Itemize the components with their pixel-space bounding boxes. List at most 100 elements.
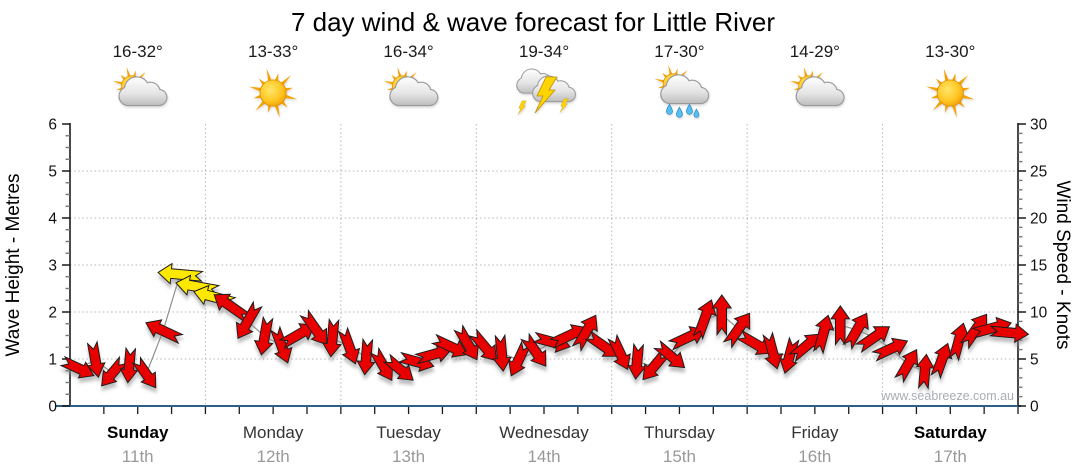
sun-icon [248,68,298,118]
left-tick-label: 2 [48,305,57,322]
sun-ray [274,104,280,118]
wind-arrow [948,322,970,362]
wind-arrow [101,355,129,387]
weather-icons [112,64,975,118]
wind-arrow [607,333,631,371]
raindrop-icon [666,103,673,115]
wind-arrow [356,337,376,376]
wind-arrow [520,332,547,367]
weather-icon [383,66,439,107]
sun-ray [255,100,267,111]
wind-arrow [722,312,751,349]
left-tick-label: 1 [48,352,57,369]
wind-arrow [157,262,204,285]
wind-arrow [854,326,891,354]
wind-arrow [692,299,717,341]
sun-ray [654,78,665,84]
wind-arrow-series [59,262,1030,390]
sun-ray [284,94,298,100]
sun-ray [803,66,808,78]
wind-arrow [235,300,263,340]
right-tick-label: 5 [1030,352,1039,369]
weather-icon [112,66,168,107]
day-name: Wednesday [499,423,589,442]
day-date: 14th [527,447,560,466]
left-tick-label: 4 [48,211,57,228]
wind-arrow [642,348,671,381]
day-temp-range: 13-33° [248,42,298,61]
weather-icon [789,66,845,107]
day-date: 16th [798,447,831,466]
day-temp-range: 19-34° [519,42,569,61]
wind-arrow [779,336,800,375]
sun-ray [957,75,969,86]
lightning-icon [534,76,558,114]
sun-icon [925,68,975,118]
day-name: Tuesday [376,423,441,442]
right-tick-label: 20 [1030,211,1048,228]
sun-cloud-icon [383,66,439,107]
weather-icon [516,68,576,115]
day-date: 12th [257,447,290,466]
weather-icon [925,68,975,118]
weather-icon [654,64,710,118]
wind-arrow [830,305,851,347]
day-name: Friday [791,423,839,442]
right-axis-title: Wind Speed - Knots [1052,181,1073,350]
left-tick-label: 3 [48,258,57,275]
day-temp-range: 16-34° [383,42,433,61]
wind-arrow [915,353,935,390]
cloud-icon [795,76,845,107]
left-axis-title: Wave Height - Metres [3,173,24,356]
sun-ray [397,66,402,78]
day-name: Monday [243,423,304,442]
day-labels: Sunday 11th 16-32° Monday 12th 13-33° Tuesday 1… [107,42,987,466]
right-tick-label: 30 [1030,117,1048,134]
wind-arrow [321,317,342,358]
sun-ray [789,80,801,86]
sun-ray [668,64,673,76]
left-tick-label: 5 [48,164,57,181]
wind-arrow [430,333,469,358]
wind-arrow [213,293,252,324]
wind-arrow [86,340,106,378]
wind-arrow [812,314,835,355]
sun-ray [126,66,131,78]
wind-arrow [711,294,733,337]
wind-arrow [627,342,647,380]
right-tick-label: 0 [1030,399,1039,416]
sun-disc [936,79,964,107]
wind-arrow [337,326,361,365]
sun-ray [280,75,291,86]
sun-ray [961,94,975,100]
wind-arrow [988,323,1030,344]
raindrop-icon [686,103,693,115]
day-temp-range: 14-29° [790,42,840,61]
wind-arrow [145,319,184,345]
wind-arrow [59,355,95,379]
wind-arrow [870,337,909,362]
wind-arrow [269,325,293,364]
wind-arrow [382,353,414,381]
wind-arrow [735,329,773,355]
sun-cloud-icon [789,66,845,107]
wind-arrow [492,333,512,372]
wind-arrow [930,342,953,380]
sun-ray [925,86,940,92]
lightning-icon [517,100,527,115]
day-temp-range: 13-30° [925,42,975,61]
wind-arrow [842,312,869,351]
left-tick-label: 6 [48,117,57,134]
sun-ray [266,68,272,82]
sun-cloud-rain-icon [654,64,710,118]
watermark: www.seabreeze.com.au [880,389,1014,403]
wind-arrow [131,356,157,389]
day-temp-range: 17-30° [654,42,704,61]
day-name: Thursday [644,423,715,442]
weather-icon [248,68,298,118]
storm-icon [516,68,576,115]
sun-disc [259,79,287,107]
raindrop-icon [693,108,700,118]
sun-ray [383,80,394,86]
right-tick-label: 15 [1030,258,1047,275]
